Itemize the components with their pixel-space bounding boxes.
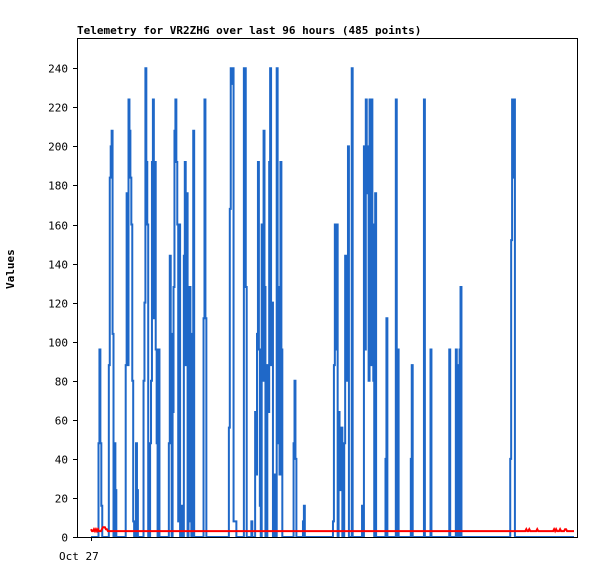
y-tick-label: 180 xyxy=(48,180,68,193)
y-tick-label: 240 xyxy=(48,63,68,76)
y-tick-label: 60 xyxy=(55,415,68,428)
y-tick-label: 140 xyxy=(48,259,68,272)
y-tick-label: 40 xyxy=(55,454,68,467)
chart-title: Telemetry for VR2ZHG over last 96 hours … xyxy=(77,24,422,37)
y-tick-label: 220 xyxy=(48,102,68,115)
y-axis-ticks: 0 20 40 60 80 100 120 140 160 180 200 220 240 xyxy=(48,63,78,545)
y-tick-label: 20 xyxy=(55,493,68,506)
y-tick-label: 160 xyxy=(48,220,68,233)
y-tick-label: 80 xyxy=(55,376,68,389)
y-tick-label: 100 xyxy=(48,337,68,350)
series-line-1 xyxy=(91,67,574,538)
y-tick-label: 200 xyxy=(48,141,68,154)
x-tick-label: Oct 27 xyxy=(59,550,99,563)
series-group xyxy=(90,67,574,538)
series-line-2 xyxy=(90,526,574,534)
y-tick-label: 120 xyxy=(48,298,68,311)
y-tick-label: 0 xyxy=(61,532,68,545)
